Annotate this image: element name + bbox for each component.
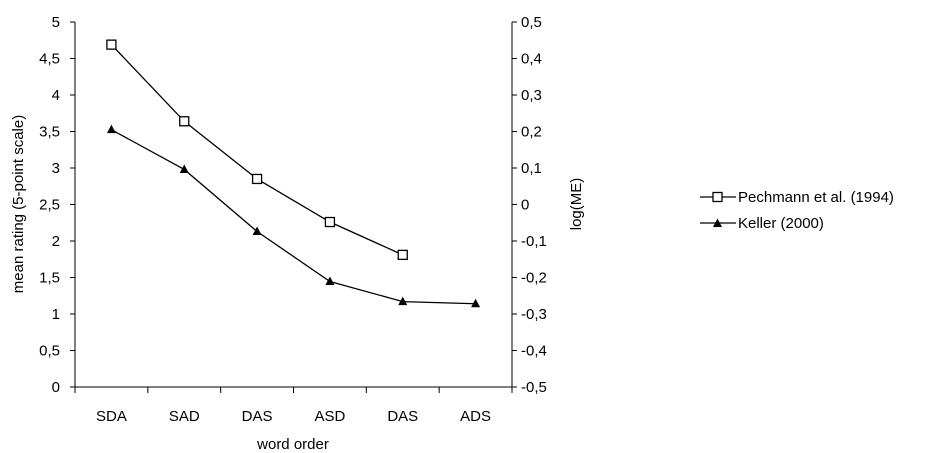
data-point-triangle	[106, 124, 116, 134]
right-tick-label: 0,3	[521, 87, 542, 104]
legend: Pechmann et al. (1994) Keller (2000)	[700, 189, 894, 232]
x-tick-label: ADS	[460, 408, 491, 425]
right-axis-ticks: -0,5 -0,4 -0,3 -0,2 -0,1 0 0,1 0,2 0,3 0,4 0,5	[512, 14, 547, 396]
legend-triangle-marker	[713, 218, 722, 227]
data-point-square	[324, 216, 336, 228]
right-tick-label: -0,4	[521, 343, 547, 360]
left-axis-ticks: 0 0,5 1 1,5 2 2,5 3 3,5 4 4,5 5	[39, 14, 75, 396]
left-tick-label: 0	[52, 379, 60, 396]
left-tick-label: 3,5	[39, 124, 60, 141]
left-tick-label: 0,5	[39, 343, 60, 360]
right-tick-label: -0,5	[521, 379, 547, 396]
series-line-1	[111, 129, 476, 305]
right-tick-label: 0	[521, 197, 529, 214]
data-point-square	[397, 249, 408, 261]
left-tick-label: 4,5	[39, 51, 60, 68]
y2-axis-label: log(ME)	[568, 178, 585, 231]
left-tick-label: 5	[52, 14, 60, 31]
left-tick-label: 2,5	[39, 197, 60, 214]
legend-label: Keller (2000)	[738, 215, 824, 232]
legend-square-marker	[712, 191, 723, 203]
legend-item-pechmann: Pechmann et al. (1994)	[700, 189, 894, 206]
legend-item-keller: Keller (2000)	[700, 215, 824, 232]
data-point-triangle	[471, 298, 481, 308]
data-point-triangle	[325, 276, 335, 286]
x-tick-label: DAS	[242, 408, 273, 425]
data-point-triangle	[252, 226, 262, 236]
left-tick-label: 1	[52, 306, 60, 323]
x-tick-label: SAD	[169, 408, 200, 425]
x-tick-label: ASD	[314, 408, 345, 425]
series-line-0	[110, 44, 404, 256]
y-axis-label: mean rating (5-point scale)	[10, 115, 27, 293]
left-tick-label: 3	[52, 160, 60, 177]
right-tick-label: 0,2	[521, 124, 542, 141]
left-tick-label: 2	[52, 233, 60, 250]
left-tick-label: 4	[52, 87, 60, 104]
right-tick-label: 0,4	[521, 51, 542, 68]
data-point-triangle	[398, 296, 408, 306]
data-point-square	[251, 173, 263, 185]
x-tick-label: SDA	[96, 408, 127, 425]
legend-label: Pechmann et al. (1994)	[738, 189, 894, 206]
series-layer	[106, 39, 481, 308]
right-tick-label: 0,1	[521, 160, 542, 177]
right-tick-label: 0,5	[521, 14, 542, 31]
x-tick-label: DAS	[387, 408, 418, 425]
data-point-square	[179, 116, 190, 127]
x-axis-ticks: SDA SAD DAS ASD DAS ADS	[74, 387, 513, 425]
right-tick-label: -0,1	[521, 233, 547, 250]
right-tick-label: -0,3	[521, 306, 547, 323]
right-tick-label: -0,2	[521, 270, 547, 287]
data-point-square	[106, 39, 117, 50]
left-tick-label: 1,5	[39, 270, 60, 287]
data-point-triangle	[179, 164, 189, 173]
x-axis-label: word order	[256, 436, 329, 453]
